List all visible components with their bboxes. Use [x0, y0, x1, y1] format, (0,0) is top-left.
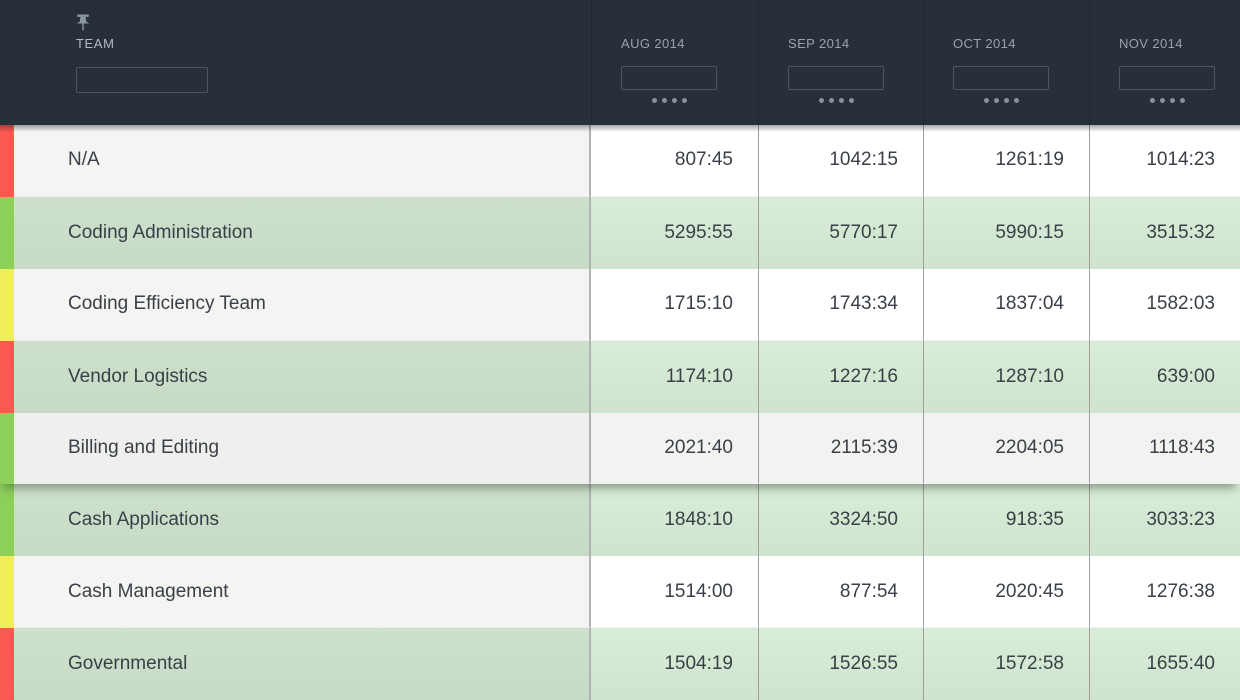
value-cell: 1118:43: [1089, 412, 1240, 485]
team-cell: Coding Administration: [14, 196, 591, 269]
status-indicator: [0, 196, 14, 269]
team-column-header: TEAM: [0, 0, 591, 125]
team-column-label: TEAM: [76, 36, 115, 51]
status-indicator: [0, 268, 14, 341]
value-cell: 1743:34: [758, 268, 923, 341]
value-cell: 3033:23: [1089, 484, 1240, 557]
value-cell: 877:54: [758, 556, 923, 629]
month-filter-input[interactable]: [953, 66, 1049, 90]
value-cell: 918:35: [923, 484, 1089, 557]
table-row[interactable]: Coding Administration 5295:55 5770:17 5990:…: [0, 196, 1240, 269]
month-column-label: SEP 2014: [788, 36, 850, 51]
table-row[interactable]: Cash Applications 1848:10 3324:50 918:35 303…: [0, 484, 1240, 557]
value-cell: 1848:10: [591, 484, 758, 557]
table-body: N/A 807:45 1042:15 1261:19 1014:23 Coding Adm…: [0, 125, 1240, 700]
value-cell: 5990:15: [923, 196, 1089, 269]
value-cell: 1042:15: [758, 125, 923, 197]
table-row[interactable]: Cash Management 1514:00 877:54 2020:45 1276:…: [0, 556, 1240, 629]
table-row[interactable]: Billing and Editing 2021:40 2115:39 2204:05…: [0, 412, 1240, 485]
status-indicator: [0, 340, 14, 413]
value-cell: 1014:23: [1089, 125, 1240, 197]
value-cell: 2021:40: [591, 412, 758, 485]
status-indicator: [0, 556, 14, 629]
value-cell: 1655:40: [1089, 628, 1240, 700]
month-header-inner: AUG 2014: [621, 36, 717, 103]
month-column-header[interactable]: AUG 2014: [591, 0, 758, 125]
column-drag-handle-icon[interactable]: [621, 98, 717, 103]
column-drag-handle-icon[interactable]: [1119, 98, 1215, 103]
value-cell: 1276:38: [1089, 556, 1240, 629]
value-cell: 1715:10: [591, 268, 758, 341]
table-row[interactable]: N/A 807:45 1042:15 1261:19 1014:23: [0, 125, 1240, 197]
table-row[interactable]: Governmental 1504:19 1526:55 1572:58 1655:40: [0, 628, 1240, 700]
month-column-header[interactable]: NOV 2014: [1089, 0, 1240, 125]
status-indicator: [0, 412, 14, 485]
table-header: TEAM AUG 2014 SEP 2014 OCT 2014 NOV 2014: [0, 0, 1240, 125]
month-column-label: NOV 2014: [1119, 36, 1183, 51]
team-cell: Vendor Logistics: [14, 340, 591, 413]
value-cell: 1514:00: [591, 556, 758, 629]
value-cell: 2115:39: [758, 412, 923, 485]
month-column-label: OCT 2014: [953, 36, 1016, 51]
column-drag-handle-icon[interactable]: [788, 98, 884, 103]
value-cell: 1526:55: [758, 628, 923, 700]
table-row[interactable]: Coding Efficiency Team 1715:10 1743:34 1837…: [0, 268, 1240, 341]
month-header-inner: NOV 2014: [1119, 36, 1215, 103]
value-cell: 2204:05: [923, 412, 1089, 485]
month-filter-input[interactable]: [788, 66, 884, 90]
month-header-inner: SEP 2014: [788, 36, 884, 103]
team-cell: Governmental: [14, 628, 591, 700]
team-cell: N/A: [14, 125, 591, 197]
month-column-header[interactable]: OCT 2014: [923, 0, 1089, 125]
month-column-header[interactable]: SEP 2014: [758, 0, 923, 125]
team-cell: Billing and Editing: [14, 412, 591, 485]
value-cell: 1837:04: [923, 268, 1089, 341]
month-columns-header: AUG 2014 SEP 2014 OCT 2014 NOV 2014: [591, 0, 1240, 125]
team-filter-input[interactable]: [76, 67, 208, 93]
status-indicator: [0, 484, 14, 557]
value-cell: 1261:19: [923, 125, 1089, 197]
value-cell: 1287:10: [923, 340, 1089, 413]
team-cell: Cash Management: [14, 556, 591, 629]
month-column-label: AUG 2014: [621, 36, 685, 51]
value-cell: 2020:45: [923, 556, 1089, 629]
table-row[interactable]: Vendor Logistics 1174:10 1227:16 1287:10 639…: [0, 340, 1240, 413]
status-indicator: [0, 628, 14, 700]
value-cell: 1504:19: [591, 628, 758, 700]
column-drag-handle-icon[interactable]: [953, 98, 1049, 103]
value-cell: 639:00: [1089, 340, 1240, 413]
value-cell: 1582:03: [1089, 268, 1240, 341]
value-cell: 3515:32: [1089, 196, 1240, 269]
value-cell: 807:45: [591, 125, 758, 197]
value-cell: 5770:17: [758, 196, 923, 269]
value-cell: 5295:55: [591, 196, 758, 269]
value-cell: 1572:58: [923, 628, 1089, 700]
month-header-inner: OCT 2014: [953, 36, 1049, 103]
team-cell: Coding Efficiency Team: [14, 268, 591, 341]
value-cell: 3324:50: [758, 484, 923, 557]
value-cell: 1227:16: [758, 340, 923, 413]
month-filter-input[interactable]: [1119, 66, 1215, 90]
pin-icon[interactable]: [76, 14, 591, 32]
value-cell: 1174:10: [591, 340, 758, 413]
status-indicator: [0, 125, 14, 197]
month-filter-input[interactable]: [621, 66, 717, 90]
team-cell: Cash Applications: [14, 484, 591, 557]
